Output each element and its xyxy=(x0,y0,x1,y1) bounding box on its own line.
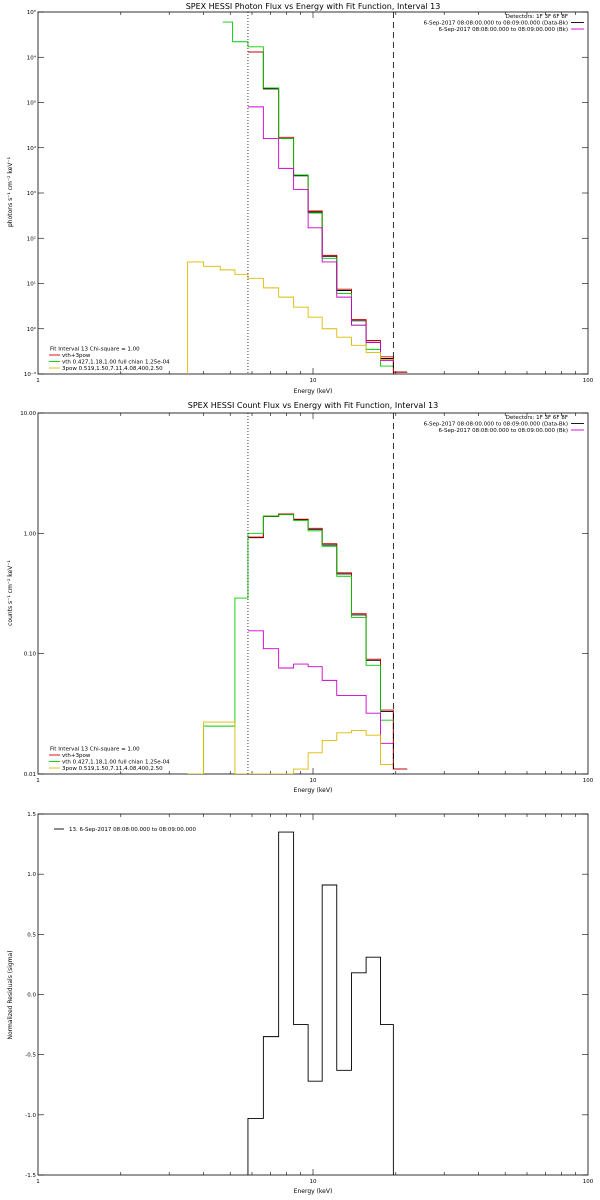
series-data-line xyxy=(247,513,408,770)
series-total-line xyxy=(247,513,408,770)
y-axis-label: counts s⁻¹ cm⁻² keV⁻¹ xyxy=(7,560,14,626)
x-tick-label: 100 xyxy=(583,1179,594,1185)
y-tick-label: 1.0 xyxy=(27,872,36,878)
series-data-line xyxy=(247,51,408,373)
series-3pow-line xyxy=(187,721,394,774)
y-tick-label: 10² xyxy=(27,235,36,242)
legend-entry-text: 6-Sep-2017 08:08:00.000 to 08:09:00.000 … xyxy=(439,428,569,434)
y-tick-label: 10⁴ xyxy=(27,54,37,61)
legend-entry-text: 6-Sep-2017 08:08:00.000 to 08:09:00.000 … xyxy=(424,21,568,27)
legend-entry-text: Detectors: 1F 3F 6F 8F xyxy=(506,415,568,421)
x-tick-label: 1 xyxy=(36,778,40,784)
series-group xyxy=(187,513,408,774)
legend-entry-text: vth+3pow xyxy=(62,353,91,359)
y-tick-label: 10⁰ xyxy=(27,326,37,333)
y-tick-label: 1.00 xyxy=(24,531,37,537)
plot-frame xyxy=(37,813,589,1176)
legend-entry-text: 6-Sep-2017 08:08:00.000 to 08:09:00.000 … xyxy=(424,422,568,428)
y-axis-label: Normalized Residuals (sigma) xyxy=(7,950,14,1039)
series-3pow-line xyxy=(187,261,394,374)
x-axis-label: Energy (keV) xyxy=(294,388,333,395)
y-tick-label: 10⁵ xyxy=(27,100,36,107)
legend-entry-text: Detectors: 1F 3F 6F 8F xyxy=(506,14,568,20)
x-tick-label: 10 xyxy=(310,378,317,384)
series-group xyxy=(247,831,394,1175)
legend-entry-text: vth 0.427,1.18,1.00 full chian 1.25e-04 xyxy=(62,760,170,766)
series-group xyxy=(187,21,408,374)
y-tick-label: 1.5 xyxy=(27,812,36,818)
legend-entry-text: Fit Interval 13 Chi-square = 1.00 xyxy=(50,747,140,753)
x-tick-label: 10 xyxy=(310,1179,317,1185)
series-background-line xyxy=(247,106,394,361)
y-tick-label: 10⁵ xyxy=(27,9,36,16)
y-tick-label: 10⁻³ xyxy=(24,371,36,378)
chart-title: SPEX HESSI Count Flux vs Energy with Fit… xyxy=(188,401,439,410)
legend-entry-text: 3pow 0.519,1.50,7.11,4.08,400,2.50 xyxy=(62,366,163,372)
y-tick-label: 10³ xyxy=(27,190,36,197)
y-axis-label: photons s⁻¹ cm⁻² keV⁻¹ xyxy=(7,156,14,227)
count-flux-panel: SPEX HESSI Count Flux vs Energy with Fit… xyxy=(7,401,594,794)
plot-frame xyxy=(37,412,589,775)
x-tick-label: 1 xyxy=(36,378,40,384)
x-tick-label: 1 xyxy=(36,1179,40,1185)
x-tick-label: 100 xyxy=(583,778,594,784)
y-tick-label: -0.5 xyxy=(25,1053,36,1059)
y-tick-label: 10.00 xyxy=(20,411,36,417)
legend-entry-text: 6-Sep-2017 08:08:00.000 to 08:09:00.000 … xyxy=(439,27,569,33)
x-axis-label: Energy (keV) xyxy=(294,1188,333,1195)
series-background-line xyxy=(247,630,394,744)
legend-entry-text: 3pow 0.519,1.50,7.11,4.08,400,2.50 xyxy=(62,766,163,772)
legend-entry-text: vth 0.427,1.18,1.00 full chian 1.25e-04 xyxy=(62,360,170,366)
x-tick-label: 10 xyxy=(310,778,317,784)
y-tick-label: 0.5 xyxy=(27,932,36,938)
plot-frame xyxy=(37,11,589,375)
legend-entry-text: vth+3pow xyxy=(62,753,91,759)
series-vth-line xyxy=(187,514,394,774)
legend-entry-text: 13. 6-Sep-2017 08:08:00.000 to 08:09:00.… xyxy=(69,827,196,833)
y-tick-label: 10¹ xyxy=(27,281,36,288)
series-total-line xyxy=(247,51,408,373)
x-tick-label: 100 xyxy=(583,378,594,384)
y-tick-label: -1.5 xyxy=(25,1173,36,1179)
series-residuals-line xyxy=(247,831,394,1175)
residuals-panel: 1 10 100 -1.5 -1.0 -0.5 0.0 0.5 1.0 1.5 13. 6-Sep-… xyxy=(7,812,594,1195)
y-tick-label: 0.01 xyxy=(24,772,36,778)
y-tick-label: -1.0 xyxy=(25,1113,36,1119)
y-tick-label: 10⁴ xyxy=(27,145,37,152)
x-axis-label: Energy (keV) xyxy=(294,787,333,794)
photon-flux-panel: SPEX HESSI Photon Flux vs Energy with Fi… xyxy=(7,2,594,395)
y-tick-label: 0.0 xyxy=(27,993,36,999)
y-tick-label: 0.10 xyxy=(24,652,37,658)
chart-title: SPEX HESSI Photon Flux vs Energy with Fi… xyxy=(186,2,441,11)
legend-entry-text: Fit Interval 13 Chi-square = 1.00 xyxy=(50,347,140,353)
